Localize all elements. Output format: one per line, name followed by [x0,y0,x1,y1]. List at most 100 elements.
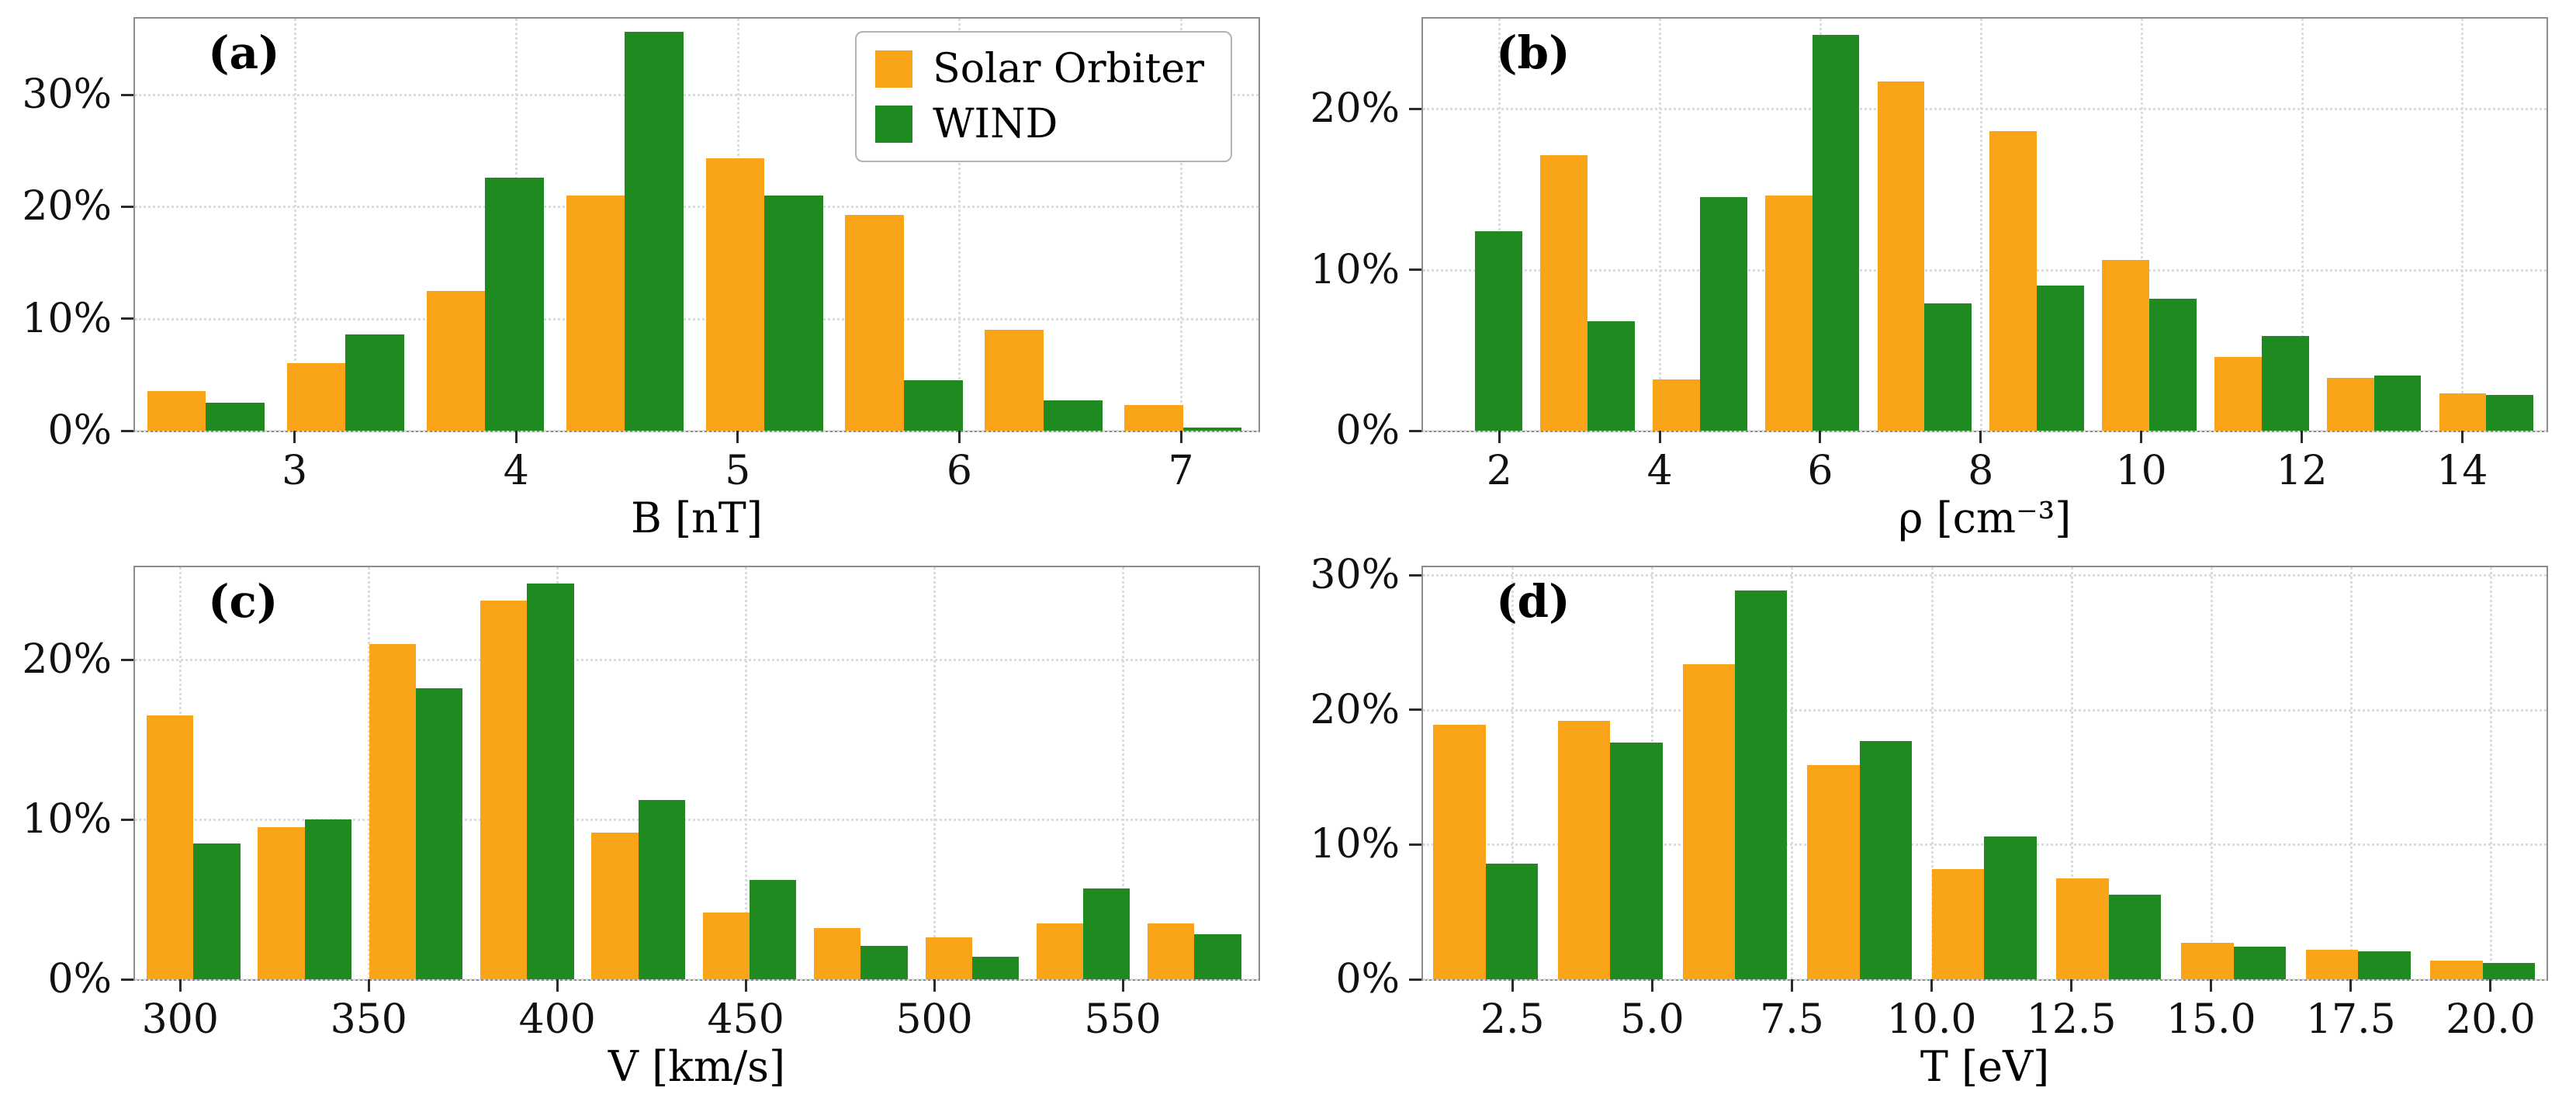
bar-solar-orbiter [845,214,905,431]
x-tick-mark [1658,431,1661,443]
y-gridline [135,317,1259,320]
bar-solar-orbiter [814,928,861,979]
bar-solar-orbiter [702,912,750,979]
panel-d: (d) 2.5 5.0 7.5 10.0 12.5 15.0 17.5 20.0 0% 10% 20… [1288,549,2576,1097]
panel-label-a: (a) [208,26,280,79]
y-tick-label: 10% [22,796,112,843]
legend-item-wind: WIND [875,102,1204,146]
bar-wind [2373,376,2422,431]
x-tick-label: 7 [1168,448,1194,494]
y-tick-mark [1409,573,1421,577]
bar-solar-orbiter [1682,663,1735,979]
x-tick-mark [2301,431,2304,443]
plot-area-c: (c) 300 350 400 450 500 550 0% 10% 20% [22,566,1260,1043]
panel-label-b: (b) [1496,26,1570,79]
x-gridline [2070,567,2073,979]
x-axis-title-d: T [eV] [1920,1042,2050,1091]
bar-solar-orbiter [925,937,972,979]
x-tick-mark [1179,431,1182,443]
bar-wind [1610,742,1663,979]
x-tick-label: 400 [518,996,596,1043]
x-gridline [1511,567,1515,979]
x-tick-label: 4 [1646,448,1673,494]
bar-wind [416,688,463,979]
x-tick-label: 2 [1486,448,1512,494]
x-tick-label: 6 [946,448,972,494]
y-gridline [135,659,1259,662]
y-tick-label: 10% [1310,246,1400,293]
panel-a: (a) Solar Orbiter WIND 3 4 5 6 7 0% 10% 20% 30% … [0,0,1288,549]
x-gridline [368,567,371,979]
y-tick-mark [1409,978,1421,981]
y-tick-mark [121,205,133,208]
x-tick-mark [744,979,747,992]
y-tick-mark [1409,429,1421,432]
bar-wind [1182,427,1242,431]
y-tick-label: 0% [1335,956,1401,1003]
bar-solar-orbiter [1877,81,1925,431]
x-tick-mark [1497,431,1501,443]
y-gridline [135,206,1259,209]
x-gridline [1979,19,1982,431]
x-gridline [2461,19,2464,431]
bar-wind [2037,286,2085,431]
x-gridline [2140,19,2143,431]
bar-wind [527,583,574,979]
bar-wind [764,195,823,431]
y-gridline [135,979,1259,981]
bar-solar-orbiter [2439,393,2487,431]
x-tick-label: 3 [282,448,308,494]
legend-swatch-solar-orbiter [875,50,913,88]
legend-label-solar-orbiter: Solar Orbiter [933,46,1204,92]
bar-wind [2482,963,2536,979]
bar-wind [206,402,265,431]
bar-solar-orbiter [369,643,416,979]
y-gridline [1423,108,2547,111]
x-tick-mark [1979,431,1982,443]
x-tick-label: 15.0 [2166,996,2256,1043]
bar-wind [1485,863,1539,979]
plot-area-d: (d) 2.5 5.0 7.5 10.0 12.5 15.0 17.5 20.0 0% 10% 20… [1310,552,2548,1043]
bar-solar-orbiter [2305,949,2359,979]
x-gridline [1930,567,1934,979]
y-tick-label: 20% [22,636,112,684]
y-tick-label: 30% [22,71,112,119]
bar-wind [1924,303,1972,431]
y-gridline [1423,979,2547,981]
y-gridline [135,819,1259,822]
bar-solar-orbiter [2326,377,2374,431]
bar-solar-orbiter [2214,356,2262,431]
y-tick-label: 20% [1310,85,1400,133]
bar-wind [345,334,404,431]
x-gridline [293,19,296,431]
bar-wind [971,957,1019,979]
x-tick-label: 550 [1084,996,1162,1043]
x-tick-mark [957,431,961,443]
bar-wind [2149,298,2197,431]
x-tick-mark [2070,979,2073,992]
x-tick-label: 2.5 [1480,996,1545,1043]
bar-solar-orbiter [1807,765,1860,979]
legend: Solar Orbiter WIND [855,31,1232,163]
x-gridline [2301,19,2304,431]
x-axis-title-a: B [nT] [631,494,763,542]
bar-wind [860,945,908,979]
x-tick-mark [556,979,559,992]
panel-label-d: (d) [1496,575,1570,628]
x-gridline [933,567,937,979]
x-tick-label: 14 [2436,448,2488,494]
x-axis-title-c: V [km/s] [608,1042,786,1091]
bar-wind [625,32,684,431]
panel-b: (b) 2 4 6 8 10 12 14 0% 10% 20% ρ [cm⁻³] [1288,0,2576,549]
y-gridline [135,94,1259,97]
bar-solar-orbiter [1036,923,1084,979]
bar-wind [485,177,544,431]
bar-solar-orbiter [705,158,765,431]
x-tick-label: 12.5 [2026,996,2117,1043]
x-tick-mark [1819,431,1822,443]
x-tick-mark [1650,979,1653,992]
bar-solar-orbiter [1433,725,1486,979]
x-tick-label: 500 [895,996,973,1043]
bar-solar-orbiter [1653,379,1700,431]
